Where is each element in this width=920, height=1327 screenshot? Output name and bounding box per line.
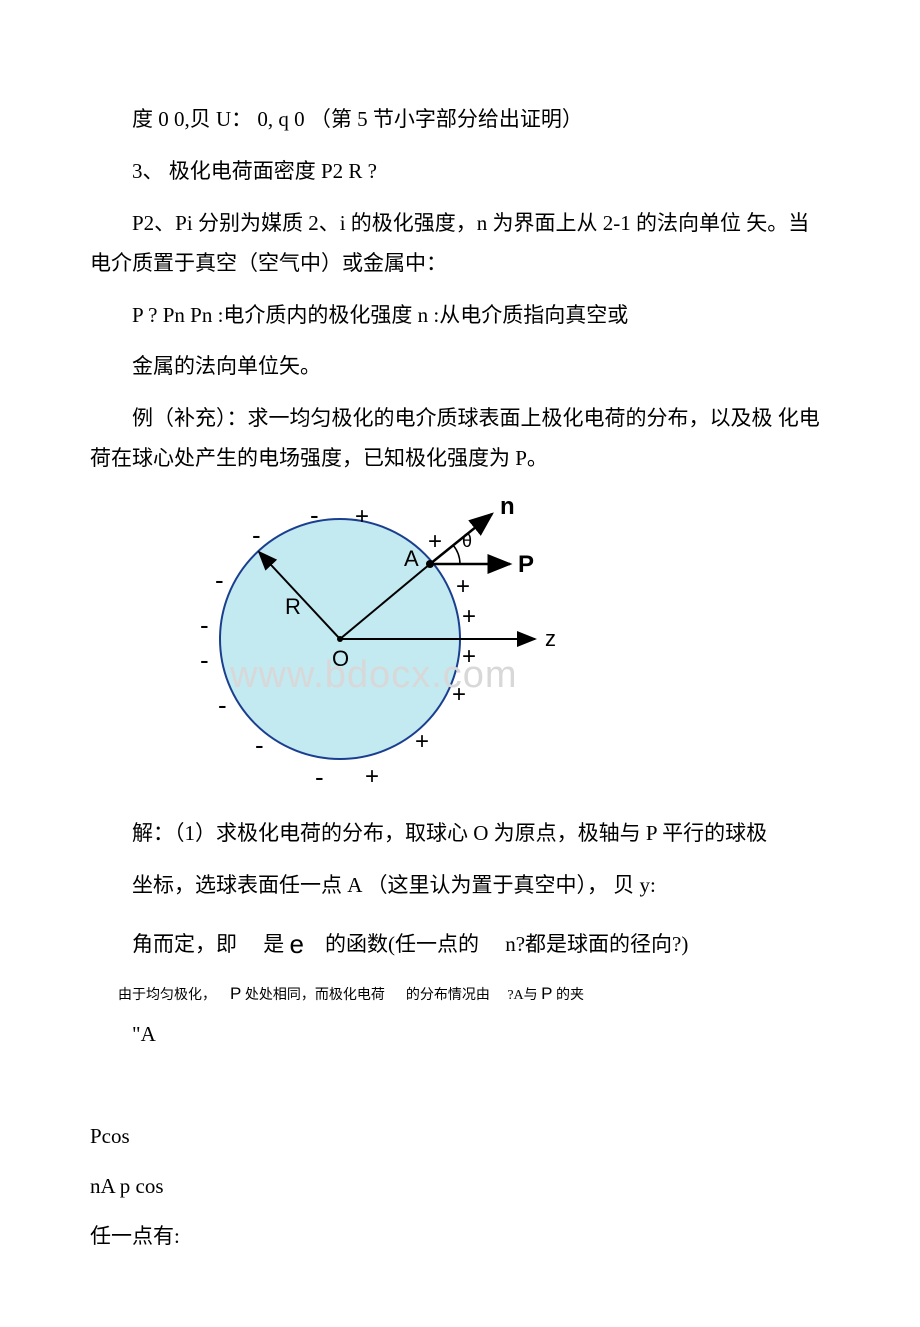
O-label: O: [332, 646, 349, 671]
e-char: e: [290, 929, 304, 959]
R-label: R: [285, 594, 301, 619]
p-char-2: P: [541, 984, 552, 1003]
paragraph-5: 金属的法向单位矢。: [90, 347, 830, 387]
minus-sign: -: [310, 500, 319, 530]
paragraph-11: "A: [90, 1015, 830, 1055]
minus-sign: -: [315, 762, 324, 792]
A-label: A: [404, 546, 419, 571]
P-label: P: [518, 551, 534, 578]
plus-sign: +: [365, 763, 379, 790]
paragraph-10: 由于均匀极化， P 处处相同，而极化电荷 的分布情况由 ?A与 P 的夹: [90, 980, 830, 1007]
z-label: z: [545, 626, 556, 651]
p9-part-b: 是: [263, 932, 284, 956]
theta-label: θ: [462, 531, 472, 551]
p9-part-c: 的函数(任一点的: [325, 932, 479, 956]
sphere-diagram-svg: z R A n P θ O + + + + + + + + - - - - -: [140, 494, 590, 794]
plus-sign: +: [456, 573, 470, 600]
minus-sign: -: [218, 690, 227, 720]
paragraph-1: 度 0 0,贝 U： 0, q 0 （第 5 节小字部分给出证明）: [90, 100, 830, 140]
paragraph-4: P ? Pn Pn :电介质内的极化强度 n :从电介质指向真空或: [90, 296, 830, 336]
plus-sign: +: [462, 603, 476, 630]
paragraph-3: P2、Pi 分别为媒质 2、i 的极化强度，n 为界面上从 2-1 的法向单位 …: [90, 204, 830, 284]
plus-sign: +: [355, 503, 369, 530]
paragraph-14: 任一点有:: [90, 1217, 830, 1257]
polarization-sphere-figure: z R A n P θ O + + + + + + + + - - - - -: [140, 494, 830, 799]
p10-a: 由于均匀极化，: [118, 988, 216, 1003]
plus-sign: +: [428, 528, 442, 555]
paragraph-2: 3、 极化电荷面密度 P2 R ?: [90, 152, 830, 192]
minus-sign: -: [200, 645, 209, 675]
minus-sign: -: [255, 730, 264, 760]
plus-sign: +: [415, 728, 429, 755]
p9-part-d: n?都是球面的径向?): [505, 932, 688, 956]
n-label: n: [500, 494, 515, 520]
p10-b: 处处相同，而极化电荷: [245, 988, 385, 1003]
paragraph-13: nA p cos: [90, 1167, 830, 1207]
paragraph-12: Pcos: [90, 1117, 830, 1157]
p9-part-a: 角而定，即: [132, 932, 237, 956]
paragraph-7: 解：（1）求极化电荷的分布，取球心 O 为原点，极轴与 P 平行的球极: [90, 814, 830, 854]
p10-d: ?A与: [507, 988, 537, 1003]
minus-sign: -: [200, 610, 209, 640]
spacer: [90, 1067, 830, 1117]
minus-sign: -: [215, 565, 224, 595]
minus-sign: -: [252, 520, 261, 550]
plus-sign: +: [452, 681, 466, 708]
paragraph-8: 坐标，选球表面任一点 A （这里认为置于真空中）， 贝 y:: [90, 866, 830, 906]
paragraph-6: 例（补充）：求一均匀极化的电介质球表面上极化电荷的分布，以及极 化电荷在球心处产…: [90, 399, 830, 479]
p10-e: 的夹: [556, 988, 584, 1003]
p-char-1: P: [230, 984, 241, 1003]
origin-dot: [337, 636, 343, 642]
paragraph-9: 角而定，即 是 e 的函数(任一点的 n?都是球面的径向?): [90, 918, 830, 970]
p10-c: 的分布情况由: [406, 988, 490, 1003]
plus-sign: +: [462, 643, 476, 670]
theta-arc: [453, 545, 460, 564]
